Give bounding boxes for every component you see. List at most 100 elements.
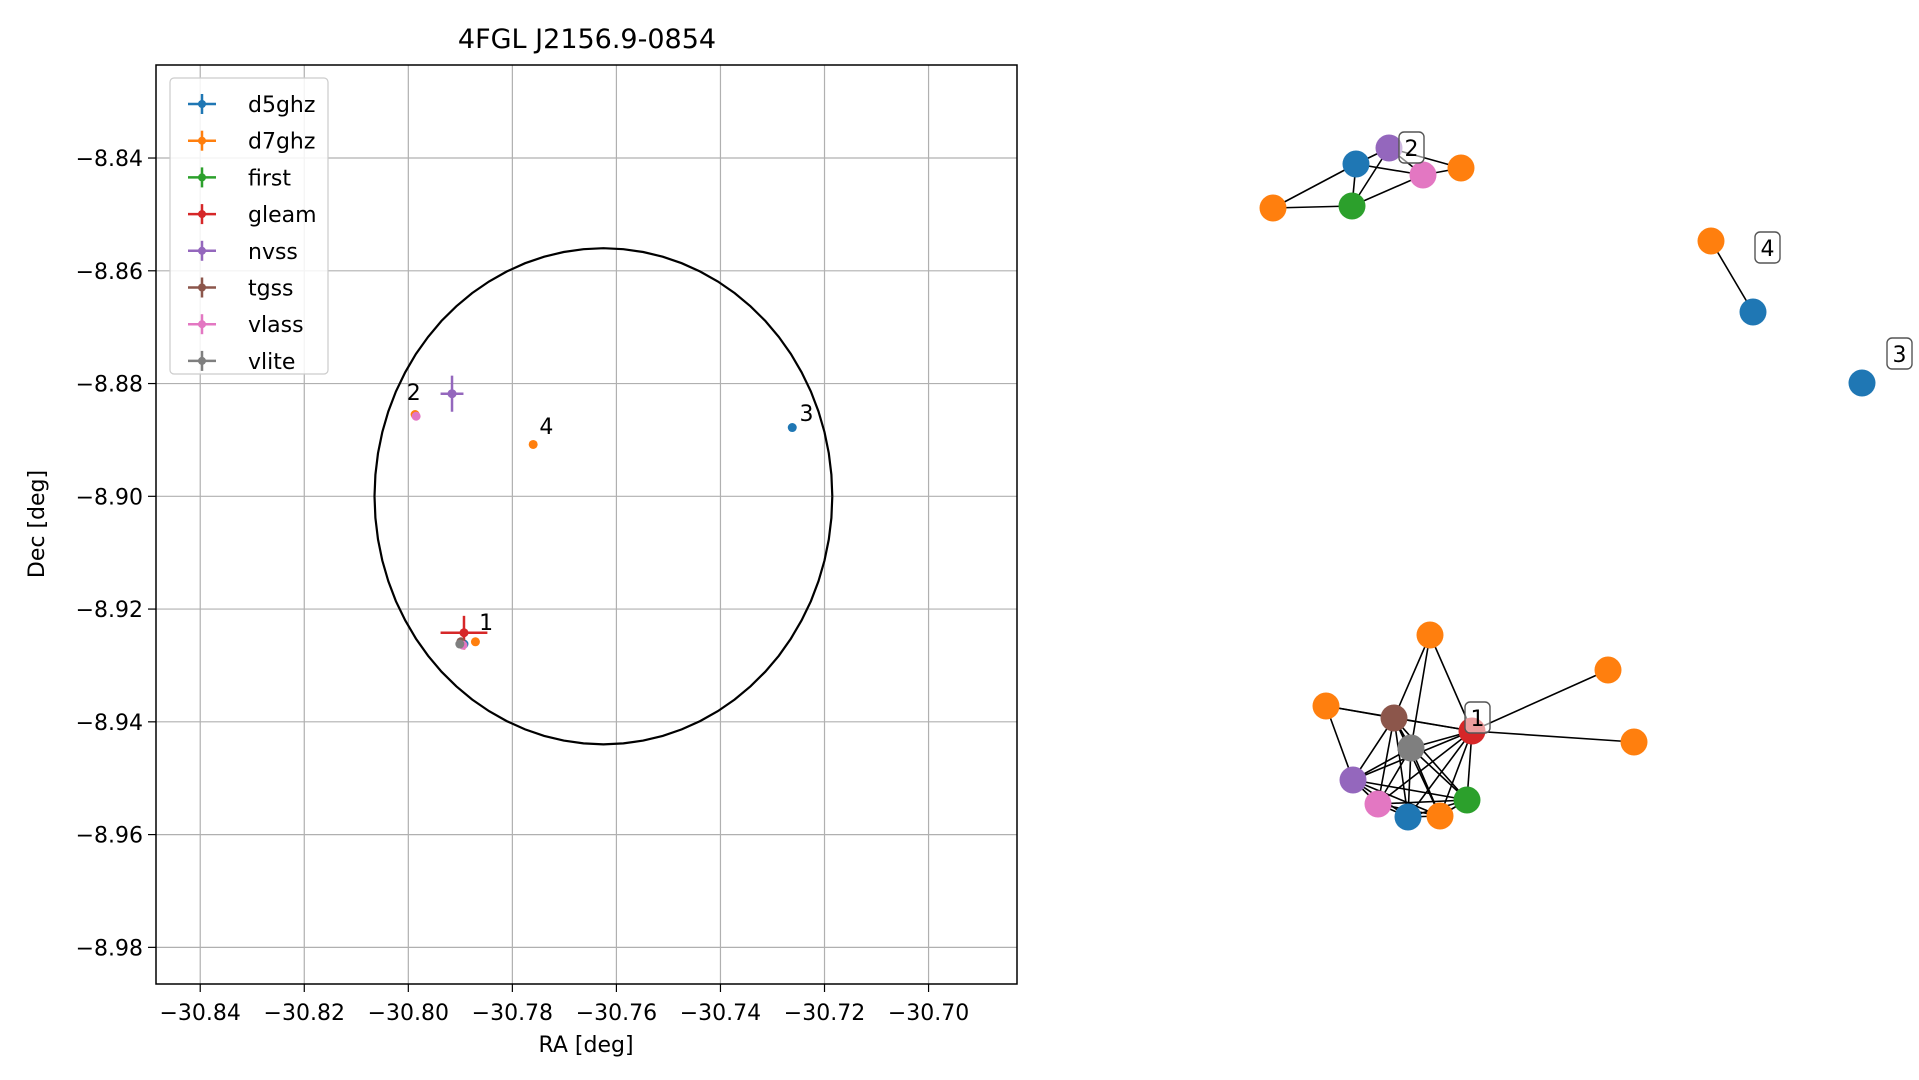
cluster-label: 2 (1398, 131, 1425, 164)
legend-item-d5ghz: d5ghz (188, 93, 315, 118)
association-network-graph: 1 2 3 4 (1259, 131, 1913, 831)
y-tick-label: −8.84 (76, 147, 143, 172)
legend-marker-dot (198, 246, 206, 255)
graph-edge (1393, 717, 1409, 818)
graph-edge (1272, 163, 1357, 209)
legend-item-vlass: vlass (188, 313, 304, 338)
x-tick-label: −30.72 (784, 1001, 865, 1026)
y-tick-label: −8.96 (76, 824, 143, 849)
y-axis-ticks: −8.84 −8.86 −8.88 −8.90 −8.92 −8.94 −8.96 −8.98 (76, 147, 156, 961)
graph-edge (1393, 634, 1431, 719)
cluster-label-box (1886, 337, 1913, 370)
graph-edge (1439, 730, 1473, 817)
y-tick-label: −8.92 (76, 598, 143, 623)
graph-edges (1272, 147, 1754, 818)
cluster-label-text: 1 (1471, 707, 1485, 732)
y-tick-label: −8.98 (76, 936, 143, 961)
legend-label: nvss (248, 240, 298, 265)
legend-marker-dot (198, 210, 206, 219)
cluster-label-box (1754, 231, 1781, 264)
graph-node-d5ghz (1394, 803, 1422, 831)
grid-lines (156, 65, 1017, 984)
graph-node-d7ghz (1426, 802, 1454, 830)
x-axis-ticks: −30.84 −30.82 −30.80 −30.78 −30.76 −30.74 −30.… (160, 984, 969, 1026)
source-label: 4 (539, 415, 553, 440)
graph-node-nvss (1339, 766, 1367, 794)
d7ghz-point (470, 637, 480, 647)
y-tick-label: −8.94 (76, 711, 143, 736)
legend-label: first (248, 166, 291, 191)
y-tick-label: −8.86 (76, 260, 143, 285)
legend-label: vlite (248, 350, 295, 375)
source-label: 3 (800, 402, 814, 427)
legend-label: d7ghz (248, 130, 315, 155)
graph-node-d7ghz (1312, 692, 1340, 720)
source-annotations: 1 2 3 4 (407, 381, 814, 636)
graph-node-d7ghz (1416, 621, 1444, 649)
chart-title: 4FGL J2156.9-0854 (458, 24, 716, 55)
vlite-point (455, 639, 465, 649)
plot-frame (155, 64, 1018, 985)
graph-node-first (1453, 786, 1481, 814)
graph-edge (1471, 669, 1609, 732)
graph-node-first (1338, 192, 1366, 220)
x-tick-label: −30.70 (888, 1001, 969, 1026)
graph-node-vlite (1397, 734, 1425, 762)
graph-node-d5ghz (1848, 369, 1876, 397)
legend-marker-dot (198, 100, 206, 108)
cluster-label-box (1464, 701, 1491, 734)
legend-marker-dot (198, 356, 206, 365)
y-tick-label: −8.90 (76, 485, 143, 510)
legend-item-vlite: vlite (188, 350, 295, 375)
graph-edge (1393, 717, 1468, 801)
cluster-label-text: 3 (1893, 343, 1907, 368)
legend-label: d5ghz (248, 93, 315, 118)
d7ghz-point (528, 439, 538, 449)
legend-label: tgss (248, 277, 294, 302)
graph-edge (1410, 634, 1431, 749)
x-axis-label: RA [deg] (538, 1033, 633, 1058)
graph-edge (1352, 779, 1468, 801)
graph-node-d7ghz (1594, 656, 1622, 684)
legend-box (169, 77, 329, 375)
graph-nodes (1259, 134, 1876, 831)
graph-edge (1377, 799, 1468, 805)
y-axis-label: Dec [deg] (25, 470, 50, 578)
x-tick-label: −30.84 (160, 1001, 241, 1026)
graph-node-d5ghz (1342, 150, 1370, 178)
legend-item-tgss: tgss (188, 277, 294, 302)
source-points (410, 375, 797, 650)
x-tick-label: −30.76 (576, 1001, 657, 1026)
graph-node-d5ghz (1739, 298, 1767, 326)
graph-node-nvss (1375, 134, 1403, 162)
legend-label: vlass (248, 313, 304, 338)
d5ghz-point (787, 423, 797, 433)
cluster-label-text: 2 (1405, 137, 1419, 162)
error-circle (373, 247, 834, 746)
x-tick-label: −30.80 (368, 1001, 449, 1026)
graph-node-d7ghz (1447, 154, 1475, 182)
cluster-label-text: 4 (1761, 237, 1775, 262)
y-tick-label: −8.88 (76, 373, 143, 398)
graph-edge (1352, 779, 1441, 817)
vlass-point (411, 411, 421, 421)
cluster-label: 3 (1886, 337, 1913, 370)
graph-edge (1377, 730, 1473, 805)
graph-edge (1471, 730, 1635, 743)
graph-node-d7ghz (1697, 227, 1725, 255)
graph-edge (1710, 240, 1754, 313)
legend-marker-dot (198, 320, 206, 329)
x-tick-label: −30.74 (680, 1001, 761, 1026)
legend-item-first: first (188, 166, 291, 191)
graph-node-d7ghz (1259, 194, 1287, 222)
legend-marker-dot (198, 283, 206, 292)
cluster-label-box (1398, 131, 1425, 164)
graph-node-d7ghz (1620, 728, 1648, 756)
nvss-point (447, 389, 457, 399)
legend-label: gleam (248, 203, 317, 228)
source-label: 1 (479, 611, 493, 636)
graph-cluster-labels: 1 2 3 4 (1398, 131, 1913, 734)
legend-item-d7ghz: d7ghz (188, 130, 315, 155)
